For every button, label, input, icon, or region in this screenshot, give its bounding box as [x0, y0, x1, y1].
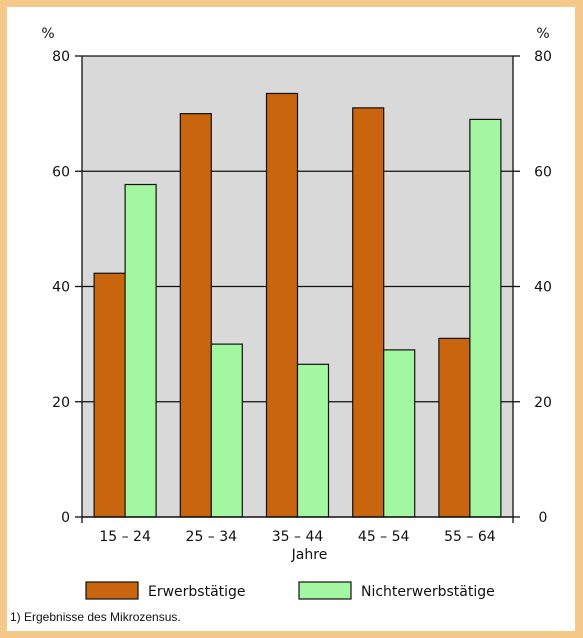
bar-erwerbstaetige [265, 92, 299, 518]
y-tick-label-left: 80 [52, 49, 70, 65]
legend-label-nichterwerbstaetige: Nichterwerbstätige [361, 584, 495, 600]
bar-nichterwerbstaetige [469, 118, 502, 518]
y-tick-label-right: 40 [534, 280, 552, 296]
bar-nichterwerbstaetige [210, 343, 243, 518]
legend-label-erwerbstaetige: Erwerbstätige [148, 584, 246, 600]
x-tick-label: 55 – 64 [444, 529, 496, 545]
x-axis-label: Jahre [291, 547, 328, 563]
bar-erwerbstaetige [352, 107, 385, 518]
bar-nichterwerbstaetige [383, 349, 416, 518]
y-unit-left: % [41, 26, 54, 42]
bar-erwerbstaetige [93, 272, 126, 518]
y-tick-label-left: 40 [52, 280, 70, 296]
x-tick-label: 35 – 44 [272, 529, 324, 545]
bar-erwerbstaetige [179, 113, 212, 518]
y-unit-right: % [536, 26, 549, 42]
bar-nichterwerbstaetige [296, 363, 330, 518]
legend-swatch-nichterwerbstaetige [298, 581, 352, 600]
y-tick-label-left: 20 [52, 395, 70, 411]
x-tick-label: 45 – 54 [358, 529, 410, 545]
bar-nichterwerbstaetige [124, 183, 157, 518]
y-tick-label-right: 0 [539, 510, 548, 526]
y-tick-label-left: 0 [61, 510, 70, 526]
y-tick-label-right: 20 [534, 395, 552, 411]
bar-erwerbstaetige [438, 337, 471, 518]
footnote: 1) Ergebnisse des Mikrozensus. [10, 610, 181, 624]
x-tick-label: 25 – 34 [186, 529, 238, 545]
x-tick-label: 15 – 24 [99, 529, 151, 545]
y-tick-label-right: 80 [534, 49, 552, 65]
legend-swatch-erwerbstaetige [85, 581, 139, 600]
y-tick-label-right: 60 [534, 164, 552, 180]
y-tick-label-left: 60 [52, 164, 70, 180]
